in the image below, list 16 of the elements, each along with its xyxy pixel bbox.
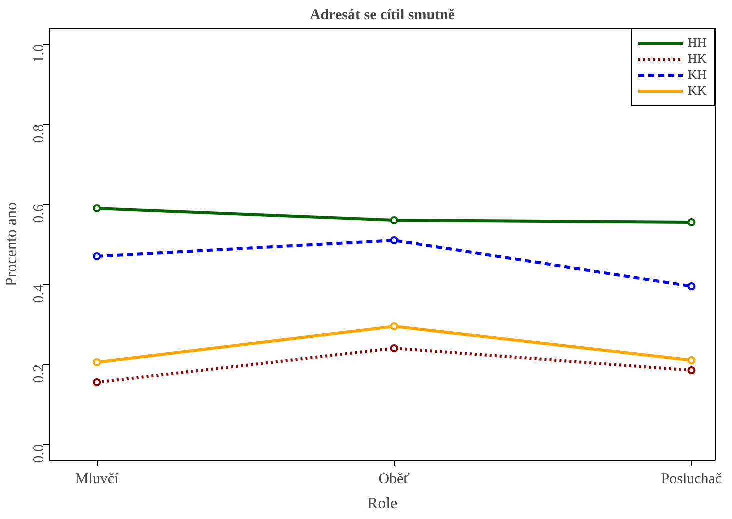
y-axis-title: Procento ano xyxy=(4,202,20,286)
x-tick-label: Mluvčí xyxy=(75,472,120,488)
x-tick-label: Posluchač xyxy=(661,472,722,488)
legend-label: HK xyxy=(688,51,708,67)
x-tick-label: Oběť xyxy=(378,472,411,488)
y-tick-label: 0.0 xyxy=(32,444,48,464)
legend-label: KH xyxy=(688,67,708,83)
chart-title: Adresát se cítil smutně xyxy=(310,8,456,24)
y-tick-label: 1.0 xyxy=(32,44,48,64)
y-tick-label: 0.2 xyxy=(32,364,48,384)
y-tick-label: 0.8 xyxy=(32,124,48,144)
legend-label: HH xyxy=(688,35,708,51)
x-axis-title: Role xyxy=(367,496,398,512)
legend-label: KK xyxy=(688,83,708,99)
y-tick-label: 0.6 xyxy=(32,204,48,224)
y-tick-label: 0.4 xyxy=(32,284,48,304)
